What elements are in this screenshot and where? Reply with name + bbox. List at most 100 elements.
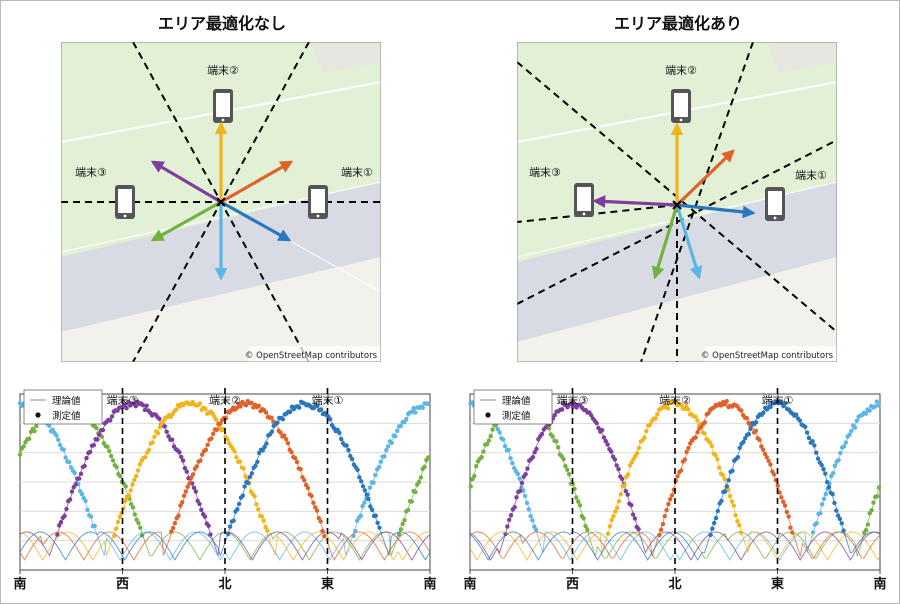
measured-point (255, 459, 260, 465)
measured-point (256, 403, 261, 408)
measured-point (179, 500, 185, 505)
right-map: 端末② 端末③ 端末① © OpenStreetMap contributors (517, 42, 837, 362)
measured-point (109, 414, 115, 419)
measured-point (205, 442, 210, 448)
measured-point (614, 463, 619, 468)
measured-point (395, 428, 400, 433)
measured-point (711, 520, 717, 526)
measured-point (753, 428, 759, 434)
measured-point (616, 466, 621, 472)
measured-point (85, 507, 90, 513)
beam-arrow (675, 149, 735, 207)
measured-point (625, 472, 631, 477)
measured-point (533, 527, 539, 532)
measured-point (305, 485, 311, 491)
measured-point (722, 489, 728, 494)
measured-point (484, 441, 490, 447)
measured-point (377, 525, 382, 530)
measured-point (727, 493, 733, 499)
measured-point (264, 441, 269, 446)
measured-point (393, 434, 398, 439)
measured-point (283, 436, 289, 442)
measured-point (180, 458, 186, 463)
measured-point (368, 504, 373, 509)
measured-point (761, 410, 766, 415)
measured-point (177, 450, 182, 455)
measured-point (260, 448, 266, 453)
measured-point (642, 435, 647, 440)
measured-point (413, 410, 418, 415)
measured-point (644, 428, 649, 434)
measured-point (841, 528, 846, 533)
measured-point (122, 402, 127, 408)
beam-arrow (220, 160, 294, 204)
measured-point (105, 444, 110, 450)
measured-point (823, 491, 828, 497)
measured-point (72, 470, 77, 476)
measured-point (665, 406, 671, 411)
measured-point (108, 453, 114, 459)
phone-icon (574, 183, 594, 217)
measured-point (662, 513, 667, 519)
measured-point (832, 500, 837, 506)
legend-measured-label: 測定値 (502, 410, 531, 422)
measured-point (522, 493, 528, 499)
measured-point (108, 418, 113, 423)
measured-point (17, 452, 23, 457)
measured-point (367, 485, 373, 490)
measured-point (502, 443, 508, 449)
measured-point (757, 437, 762, 443)
measured-point (874, 399, 880, 404)
measured-point (183, 489, 189, 494)
measured-point (56, 437, 61, 442)
measured-point (629, 460, 634, 465)
measured-point (832, 463, 838, 468)
measured-point (344, 443, 349, 448)
measured-point (497, 430, 502, 435)
measured-point (157, 424, 163, 430)
measured-point (526, 507, 531, 512)
measured-point (729, 499, 735, 504)
measured-point (199, 507, 204, 512)
measured-point (84, 455, 89, 461)
measured-point (847, 432, 852, 437)
measured-point (113, 526, 119, 531)
measured-point (686, 445, 691, 451)
measured-point (623, 488, 628, 494)
measured-point (473, 463, 479, 469)
measured-point (616, 499, 622, 504)
measured-point (693, 414, 698, 419)
measured-point (596, 425, 601, 431)
measured-point (210, 411, 215, 416)
measured-point (735, 454, 741, 460)
legend-measured-label: 測定値 (52, 410, 81, 422)
measured-point (737, 445, 742, 451)
measured-point (819, 502, 825, 507)
measured-point (362, 500, 367, 505)
x-tick-label: 東 (771, 576, 784, 592)
measured-point (389, 440, 394, 446)
measured-point (810, 530, 816, 535)
measured-point (140, 403, 146, 408)
measured-point (780, 499, 786, 505)
measured-point (561, 456, 566, 462)
measured-point (32, 428, 37, 434)
measured-point (724, 398, 729, 404)
measured-point (322, 533, 327, 539)
map-attribution: © OpenStreetMap contributors (245, 351, 378, 361)
measured-point (710, 526, 715, 531)
measured-point (309, 493, 314, 499)
measured-point (741, 439, 746, 445)
measured-point (142, 407, 148, 413)
measured-point (583, 523, 588, 529)
measured-point (709, 443, 715, 449)
measured-point (742, 436, 748, 441)
measured-point (612, 457, 618, 462)
measured-point (198, 458, 203, 463)
measured-point (202, 514, 208, 519)
measured-point (194, 464, 199, 469)
measured-point (838, 450, 843, 456)
measured-point (138, 525, 143, 530)
x-tick-label: 南 (463, 576, 476, 592)
